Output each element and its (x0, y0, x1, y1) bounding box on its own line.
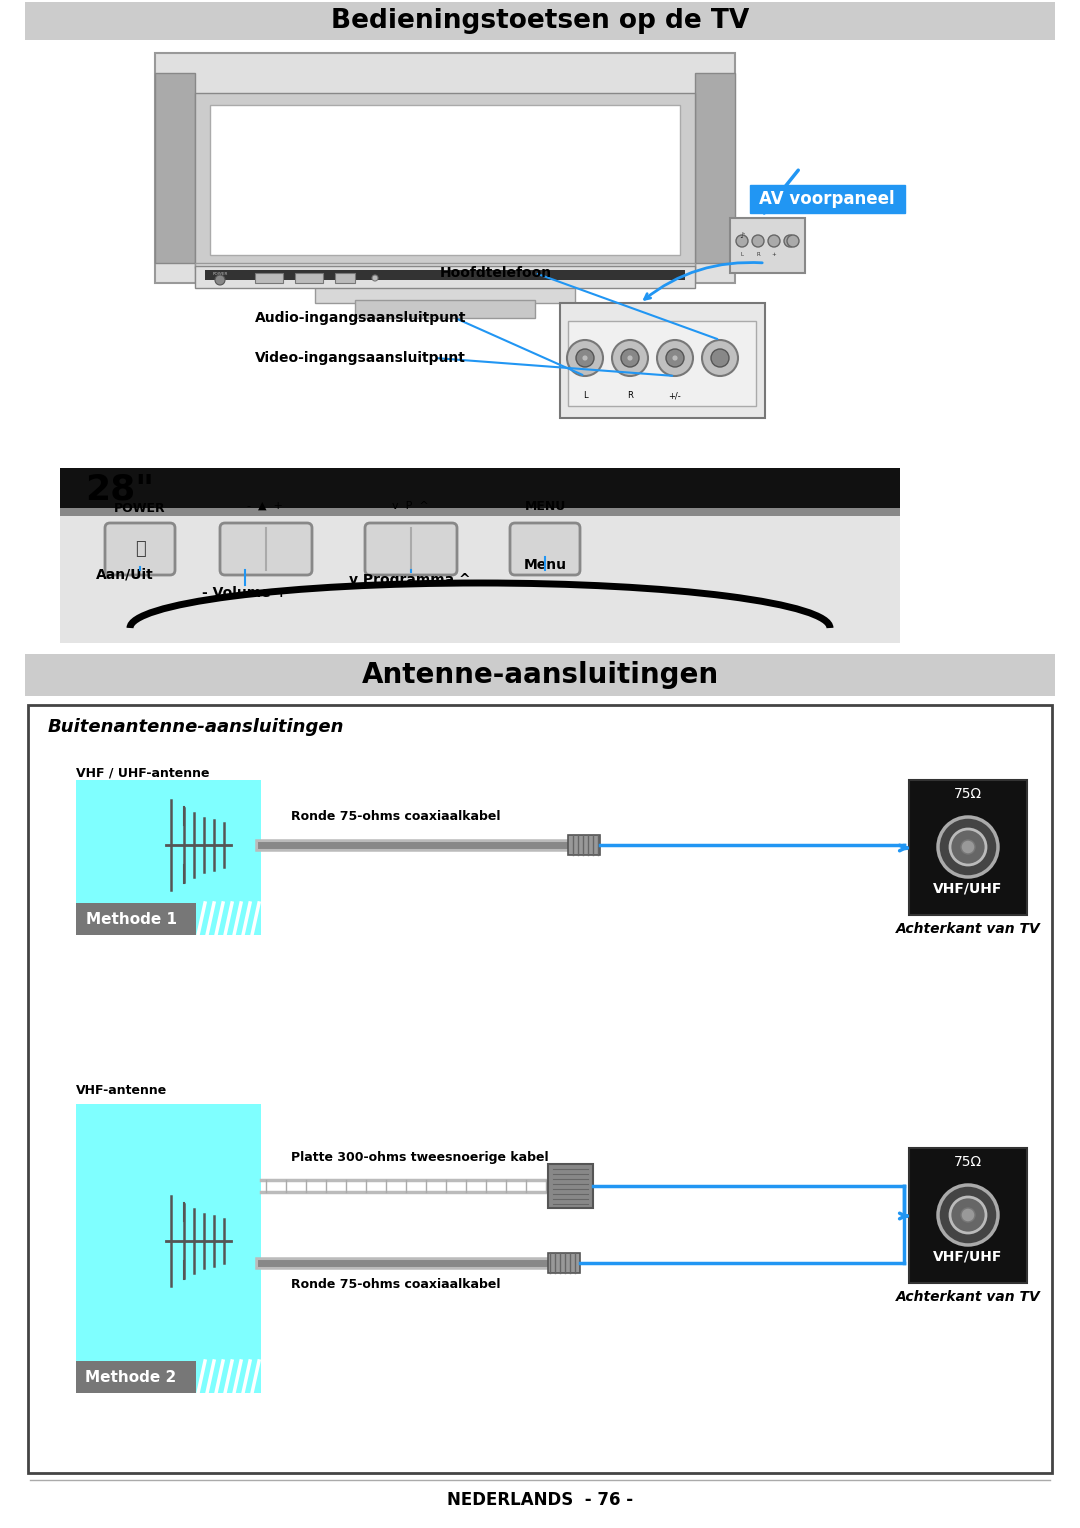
Bar (195, 266, 696, 287)
Bar (195, 263, 696, 283)
Text: AV voorpaneel: AV voorpaneel (759, 189, 895, 208)
Circle shape (939, 817, 998, 877)
Bar (210, 105, 680, 255)
Circle shape (582, 354, 588, 361)
Circle shape (961, 840, 975, 854)
Text: Bedieningstoetsen op de TV: Bedieningstoetsen op de TV (330, 8, 750, 34)
Bar (548, 1253, 580, 1273)
Bar (156, 73, 195, 263)
Text: v Programma ^: v Programma ^ (349, 573, 471, 587)
FancyBboxPatch shape (510, 523, 580, 575)
Bar (76, 779, 261, 935)
Bar (696, 73, 735, 263)
Circle shape (752, 235, 764, 248)
Bar (25, 2, 1055, 40)
Bar (28, 704, 1052, 1473)
Circle shape (787, 235, 799, 248)
Bar (335, 274, 355, 283)
Text: VHF-antenne: VHF-antenne (76, 1085, 167, 1097)
Text: Ronde 75-ohms coaxiaalkabel: Ronde 75-ohms coaxiaalkabel (291, 1279, 500, 1291)
Circle shape (567, 341, 603, 376)
Text: Methode 1: Methode 1 (85, 912, 176, 926)
Text: 75Ω: 75Ω (954, 787, 982, 801)
Bar (156, 53, 735, 283)
Bar (750, 185, 905, 212)
Text: L: L (741, 252, 743, 258)
Circle shape (939, 1186, 998, 1245)
Bar (25, 654, 1055, 695)
Text: Audio-ingangsaansluitpunt: Audio-ingangsaansluitpunt (255, 312, 467, 325)
Circle shape (735, 235, 748, 248)
Text: Achterkant van TV: Achterkant van TV (895, 921, 1040, 937)
Circle shape (576, 348, 594, 367)
Bar (76, 1105, 261, 1394)
Text: Hoofdtelefoon: Hoofdtelefoon (440, 266, 552, 280)
Text: NEDERLANDS  - 76 -: NEDERLANDS - 76 - (447, 1491, 633, 1510)
Bar (76, 1361, 195, 1394)
Text: v  P  ^: v P ^ (392, 501, 429, 510)
Circle shape (711, 348, 729, 367)
Circle shape (612, 341, 648, 376)
Bar (548, 1164, 593, 1209)
Text: Methode 2: Methode 2 (85, 1369, 177, 1384)
Text: - Volume +: - Volume + (202, 587, 287, 601)
Text: 28": 28" (85, 472, 154, 506)
Circle shape (666, 348, 684, 367)
Text: +: + (771, 252, 777, 258)
Bar (568, 321, 756, 406)
Bar (355, 299, 535, 318)
Circle shape (950, 830, 986, 865)
Bar (909, 779, 1027, 915)
Text: Achterkant van TV: Achterkant van TV (895, 1290, 1040, 1303)
FancyBboxPatch shape (105, 523, 175, 575)
Text: Platte 300-ohms tweesnoerige kabel: Platte 300-ohms tweesnoerige kabel (291, 1152, 549, 1164)
Text: VHF/UHF: VHF/UHF (933, 1250, 1002, 1264)
Bar (730, 219, 805, 274)
Text: Aan/Uit: Aan/Uit (96, 568, 153, 582)
Bar (909, 1148, 1027, 1284)
Circle shape (950, 1196, 986, 1233)
Text: R: R (756, 252, 760, 258)
Text: L: L (583, 391, 588, 400)
Circle shape (621, 348, 639, 367)
Text: Ronde 75-ohms coaxiaalkabel: Ronde 75-ohms coaxiaalkabel (291, 810, 500, 824)
Circle shape (372, 275, 378, 281)
Text: MENU: MENU (525, 500, 566, 512)
Text: Buitenantenne-aansluitingen: Buitenantenne-aansluitingen (48, 718, 345, 736)
Bar (568, 834, 600, 856)
Circle shape (657, 341, 693, 376)
Text: ♪: ♪ (740, 231, 745, 240)
Circle shape (627, 354, 633, 361)
Text: Ⓟ: Ⓟ (135, 539, 146, 558)
Text: VHF/UHF: VHF/UHF (933, 882, 1002, 895)
Text: Menu: Menu (524, 558, 567, 571)
Circle shape (702, 341, 738, 376)
Bar (76, 903, 195, 935)
Bar (561, 303, 765, 419)
Text: 75Ω: 75Ω (954, 1155, 982, 1169)
Circle shape (672, 354, 678, 361)
Bar (205, 270, 685, 280)
Bar (60, 468, 900, 510)
Bar (255, 274, 283, 283)
Text: Video-ingangsaansluitpunt: Video-ingangsaansluitpunt (255, 351, 465, 365)
Bar (60, 468, 900, 643)
Text: POWER: POWER (213, 272, 228, 277)
Bar (315, 283, 575, 303)
Circle shape (215, 275, 225, 286)
Circle shape (768, 235, 780, 248)
Text: -  ▲  +: - ▲ + (247, 501, 283, 510)
Circle shape (961, 1209, 975, 1222)
Text: +/-: +/- (669, 391, 681, 400)
FancyBboxPatch shape (220, 523, 312, 575)
Text: R: R (627, 391, 633, 400)
Text: Antenne-aansluitingen: Antenne-aansluitingen (362, 662, 718, 689)
Text: VHF / UHF-antenne: VHF / UHF-antenne (76, 767, 210, 779)
Bar (195, 93, 696, 267)
FancyBboxPatch shape (365, 523, 457, 575)
Bar (295, 274, 323, 283)
Text: POWER: POWER (114, 501, 166, 515)
Bar (60, 507, 900, 516)
Circle shape (784, 235, 796, 248)
